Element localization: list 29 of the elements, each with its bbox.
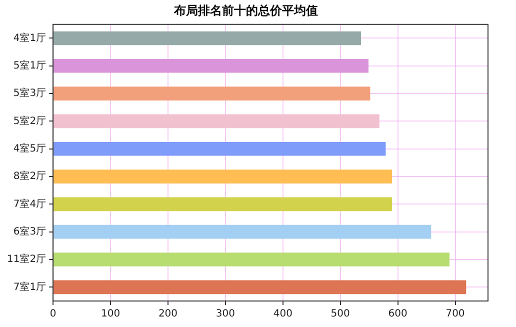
y-tick-label: 8室2厅 [13,170,46,182]
y-tick-label: 4室1厅 [13,32,46,44]
y-tick-label: 7室1厅 [13,280,46,293]
bar [54,31,362,46]
bar [54,170,392,184]
y-tick-label: 5室2厅 [13,114,46,127]
x-tick-label: 700 [446,308,465,320]
x-tick-label: 300 [216,308,235,320]
y-tick-label: 6室3厅 [13,225,46,238]
y-tick-label: 5室1厅 [13,59,46,72]
bar [54,58,368,73]
y-tick-label: 7室4厅 [13,198,46,210]
x-tick-label: 0 [50,308,56,320]
bar [54,197,392,212]
x-tick-label: 200 [158,308,178,320]
bar [54,252,450,266]
y-tick-label: 11室2厅 [6,253,46,266]
chart-title: 布局排名前十的总价平均值 [173,3,318,18]
y-tick-label: 5室3厅 [13,87,46,100]
bar [54,280,466,294]
bar [54,114,380,128]
bar [54,86,370,100]
x-tick-label: 100 [100,308,120,320]
bar [54,224,432,239]
y-tick-label: 4室5厅 [13,142,46,154]
x-tick-label: 500 [330,308,350,320]
x-tick-label: 600 [388,308,408,320]
bar [54,142,386,156]
x-tick-label: 400 [273,308,292,320]
